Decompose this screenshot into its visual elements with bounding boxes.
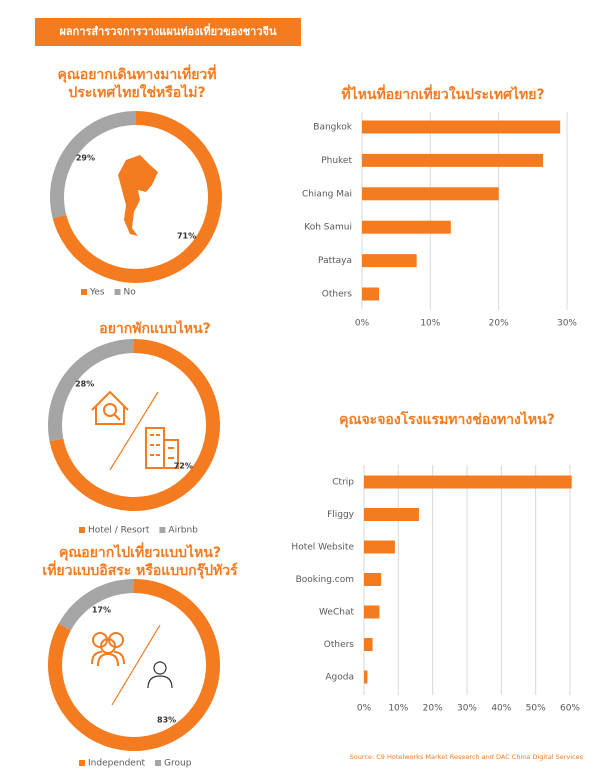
bar (364, 573, 382, 586)
y-tick-label: Others (322, 290, 353, 300)
bar (362, 153, 544, 167)
x-tick-label: 20% (489, 319, 509, 329)
bar (364, 638, 373, 651)
house-icon (91, 390, 129, 425)
donut-segment (58, 579, 134, 631)
x-tick-label: 50% (526, 704, 546, 714)
divider (109, 391, 159, 471)
legend-swatch (79, 527, 85, 533)
person-icon (147, 661, 173, 689)
chart-title: คุณอยากไปเที่ยวแบบไหน? (59, 542, 221, 561)
legend-label: Hotel / Resort (88, 526, 150, 536)
y-tick-label: Bangkok (313, 123, 353, 133)
y-tick-label: Ctrip (332, 478, 354, 488)
legend-swatch (155, 760, 162, 766)
y-tick-label: Others (324, 640, 355, 650)
legend-swatch (114, 289, 121, 295)
x-tick-label: 10% (388, 704, 408, 714)
legend-label: Airbnb (168, 526, 198, 536)
chart-title: อยากพักแบบไหน? (99, 319, 210, 337)
y-tick-label: Agoda (325, 673, 354, 683)
building-icon (145, 427, 179, 469)
x-tick-label: 60% (560, 704, 580, 714)
divider (111, 624, 161, 706)
bar (364, 670, 368, 684)
y-tick-label: Hotel Website (291, 543, 354, 553)
legend-swatch (79, 760, 85, 766)
bar (364, 475, 572, 489)
x-tick-label: 20% (423, 704, 443, 714)
data-label: 83% (157, 716, 176, 725)
header-title: ผลการสำรวจการวางแผนท่องเที่ยวของชาวจีน (59, 23, 276, 38)
y-tick-label: Phuket (321, 156, 352, 166)
header-banner (35, 18, 301, 46)
chart-title: คุณอยากเดินทางมาเที่ยวที่ (57, 64, 216, 83)
legend-label: Independent (88, 759, 146, 769)
data-label: 29% (76, 153, 95, 162)
source-note: Source: C9 Hotelworks Market Research an… (350, 753, 584, 761)
bar (364, 508, 419, 521)
donut-segment (47, 339, 134, 442)
bar (364, 540, 395, 554)
bar (362, 254, 417, 268)
y-tick-label: Fliggy (327, 510, 355, 520)
legend-swatch (159, 527, 166, 533)
donut-segment (50, 111, 136, 219)
data-label: 71% (177, 232, 196, 241)
bar (362, 287, 380, 301)
x-tick-label: 30% (457, 704, 477, 714)
x-tick-label: 0% (357, 704, 372, 714)
legend-label: Group (164, 759, 192, 769)
y-tick-label: Booking.com (296, 575, 354, 585)
bar (362, 120, 561, 134)
thailand-map-icon (118, 155, 158, 236)
legend-label: No (124, 288, 137, 298)
chart-title: คุณจะจองโรงแรมทางช่องทางไหน? (339, 410, 555, 428)
chart-title: ประเทศไทยใช่หรือไม่? (68, 83, 205, 101)
chart-title: ที่ไหนที่อยากเที่ยวในประเทศไทย? (341, 84, 544, 103)
group-icon (91, 632, 125, 667)
bar (364, 605, 380, 619)
data-label: 17% (92, 605, 111, 614)
x-tick-label: 40% (491, 704, 511, 714)
data-label: 72% (174, 461, 193, 470)
y-tick-label: Chiang Mai (302, 189, 352, 199)
bar (362, 187, 499, 201)
bar (362, 220, 451, 234)
y-tick-label: Koh Samui (304, 223, 352, 233)
legend-swatch (81, 289, 87, 295)
x-tick-label: 0% (355, 319, 370, 329)
y-tick-label: WeChat (319, 608, 354, 618)
chart-title: เที่ยวแบบอิสระ หรือแบบกรุ๊ปทัวร์ (42, 560, 238, 579)
y-tick-label: Pattaya (318, 256, 352, 266)
data-label: 28% (75, 380, 94, 389)
x-tick-label: 30% (557, 319, 577, 329)
legend-label: Yes (89, 288, 105, 298)
x-tick-label: 10% (420, 319, 440, 329)
